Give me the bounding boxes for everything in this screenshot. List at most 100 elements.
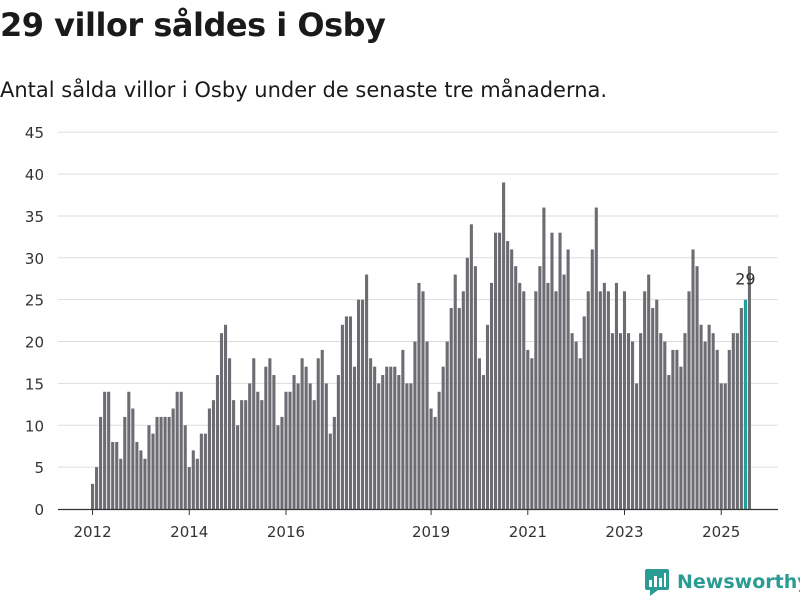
bar [703,341,707,509]
bar [429,408,433,509]
bar [324,383,328,509]
bar [167,416,171,509]
bar [413,341,417,509]
bar [95,467,99,509]
bar [719,383,723,509]
bar [187,467,191,509]
bar [272,375,276,509]
x-tick-label: 2019 [412,523,450,540]
bar [582,316,586,509]
bar [502,182,506,509]
bar [409,383,413,509]
bar [598,291,602,509]
bar [679,366,683,509]
bar [163,416,167,509]
bar [203,433,207,509]
bar [304,366,308,509]
bar [506,241,510,509]
bar [336,375,340,509]
highlight-value-label: 29 [735,270,755,289]
bar [252,358,256,509]
bar [691,249,695,509]
y-axis-ticks: 0 5 10 15 20 25 30 35 40 45 [25,124,44,519]
bar [574,341,578,509]
bar [485,324,490,509]
bar [739,308,743,509]
bar [622,291,627,509]
bar [107,391,111,509]
bar [510,249,514,509]
bar [284,391,288,509]
bar [381,375,385,509]
bar [707,324,711,509]
bar [477,358,481,509]
bar [659,333,663,509]
brand-name: Newsworthy [677,571,800,593]
bar [449,308,453,509]
bar [356,299,361,509]
bar [264,366,268,509]
bar [550,232,554,509]
bar [433,416,437,509]
chart-subtitle: Antal sålda villor i Osby under de senas… [0,78,608,102]
bar [199,433,203,509]
bar [522,291,526,509]
bar [465,257,469,509]
x-tick-label: 2023 [605,523,643,540]
bar [481,375,486,509]
bar [457,308,461,509]
y-tick-label: 10 [25,417,44,435]
bar [191,450,195,509]
bar [566,249,570,509]
y-tick-label: 25 [25,292,44,310]
bar [256,391,260,509]
bar [316,358,320,509]
bar [115,442,119,509]
bar [723,383,727,509]
bar [280,416,284,509]
bar [111,442,115,509]
bar [469,224,473,509]
bar [473,266,477,509]
bar [232,400,236,509]
bar [562,274,566,509]
bar [655,299,659,509]
bar [626,333,631,509]
bar [228,358,232,509]
bar [614,282,618,509]
y-tick-label: 35 [25,208,44,226]
bar [352,366,357,509]
bar [155,416,159,509]
bar [711,333,715,509]
bar [377,383,381,509]
bar [542,207,546,509]
y-tick-label: 0 [34,501,44,519]
bar [373,366,377,509]
bar [103,391,107,509]
bar [683,333,687,509]
bar [635,383,639,509]
bar [489,282,494,509]
bar [292,375,296,509]
x-tick-label: 2025 [702,523,740,540]
bar [348,316,353,509]
bar [320,349,324,509]
bar [328,433,332,509]
bar [195,458,199,509]
bar [602,282,606,509]
bar [369,358,373,509]
bar [179,391,183,509]
chart-title: 29 villor såldes i Osby [0,6,386,44]
newsworthy-logo: Newsworthy [644,568,800,596]
bar [538,266,542,509]
bar [151,433,155,509]
bar [727,349,731,509]
y-tick-label: 40 [25,166,44,184]
bar [590,249,594,509]
bar [401,349,405,509]
bar [647,274,651,509]
bar [494,232,498,509]
bar [606,291,610,509]
bar [453,274,457,509]
bar [610,333,614,509]
